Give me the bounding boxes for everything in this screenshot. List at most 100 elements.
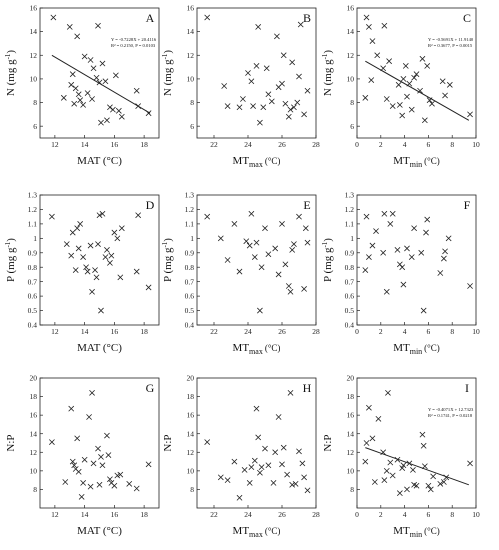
y-tick-label: 8 — [33, 485, 37, 494]
data-point — [279, 461, 285, 468]
x-tick-label: 10 — [472, 327, 480, 336]
data-point — [74, 225, 81, 232]
data-point — [145, 110, 152, 117]
data-point — [294, 99, 301, 106]
data-point — [258, 464, 265, 471]
data-point — [289, 247, 296, 253]
data-point — [99, 210, 106, 217]
data-point — [89, 389, 95, 396]
plot-frame — [39, 194, 160, 326]
data-point — [204, 213, 211, 220]
data-point — [406, 80, 413, 87]
data-point — [429, 100, 435, 107]
data-point — [363, 14, 370, 21]
x-tick-label: 10 — [472, 510, 480, 519]
data-point — [107, 260, 113, 266]
y-axis-title: N (mg g-1) — [4, 50, 17, 97]
data-point — [282, 100, 289, 107]
y-tick-label: 0.6 — [185, 292, 195, 301]
data-point — [299, 460, 306, 467]
data-point — [442, 248, 448, 255]
data-point — [69, 71, 76, 78]
data-point — [265, 91, 272, 98]
y-tick-label: 18 — [347, 392, 355, 401]
data-point — [275, 271, 282, 278]
data-point — [69, 229, 76, 236]
panel-letter: F — [464, 198, 471, 212]
y-tick-label: 8 — [33, 98, 37, 107]
y-tick-label: 14 — [347, 27, 355, 36]
x-axis-title: MTmin (°C) — [393, 525, 440, 539]
data-point — [262, 225, 268, 232]
plot-frame — [356, 377, 477, 509]
data-point — [89, 96, 95, 102]
data-point — [439, 78, 446, 85]
data-point — [74, 435, 81, 442]
data-point — [117, 471, 124, 478]
data-point — [135, 212, 142, 219]
data-point — [77, 221, 84, 227]
data-point — [98, 307, 104, 314]
panel-letter: B — [303, 11, 311, 25]
y-tick-label: 14 — [30, 27, 38, 36]
points — [49, 210, 152, 314]
x-tick-label: 18 — [140, 140, 148, 149]
data-point — [396, 102, 403, 108]
data-point — [231, 221, 238, 227]
panel-letter: I — [465, 381, 469, 395]
data-point — [383, 96, 390, 102]
data-point — [284, 471, 290, 478]
panel-letter: E — [303, 198, 310, 212]
y-tick-label: 10 — [30, 466, 38, 475]
data-point — [404, 486, 410, 493]
points — [362, 14, 473, 124]
data-point — [133, 485, 140, 492]
y-tick-label: 1.1 — [345, 219, 355, 228]
x-tick-label: 2 — [379, 140, 383, 149]
data-point — [418, 249, 425, 256]
data-point — [248, 464, 255, 471]
data-point — [369, 242, 376, 249]
data-point — [96, 79, 103, 86]
data-point — [89, 288, 95, 295]
data-point — [133, 87, 140, 94]
x-axis-title: MTmax (°C) — [233, 342, 281, 356]
data-point — [383, 288, 390, 295]
y-tick-label: 12 — [187, 448, 195, 457]
panel-letter: A — [146, 11, 155, 25]
data-point — [413, 71, 420, 78]
data-point — [421, 463, 428, 470]
data-point — [285, 113, 292, 120]
data-point — [304, 87, 311, 94]
x-tick-label: 22 — [210, 140, 218, 149]
data-point — [279, 221, 285, 227]
data-point — [74, 33, 81, 40]
data-point — [420, 442, 427, 449]
x-tick-label: 4 — [403, 140, 407, 149]
data-point — [440, 479, 447, 485]
data-point — [95, 241, 101, 247]
data-point — [92, 267, 98, 273]
y-tick-label: 16 — [347, 4, 355, 13]
x-tick-label: 26 — [278, 327, 286, 336]
data-point — [304, 487, 311, 494]
points — [204, 389, 311, 501]
x-tick-label: 0 — [355, 510, 359, 519]
data-point — [413, 482, 420, 489]
data-point — [102, 254, 109, 260]
data-point — [251, 254, 258, 260]
data-point — [426, 97, 433, 104]
y-axis-title: P (mg g-1) — [321, 238, 334, 282]
data-point — [268, 98, 275, 105]
y-axis-title: N:P — [162, 434, 174, 451]
x-tick-label: 24 — [244, 140, 252, 149]
data-point — [81, 456, 88, 463]
data-point — [102, 78, 109, 85]
data-point — [363, 213, 370, 220]
panel-letter: D — [146, 198, 155, 212]
data-point — [115, 107, 122, 114]
data-point — [84, 90, 91, 96]
y-tick-label: 1.2 — [28, 205, 38, 214]
y-tick-label: 1.1 — [185, 219, 195, 228]
